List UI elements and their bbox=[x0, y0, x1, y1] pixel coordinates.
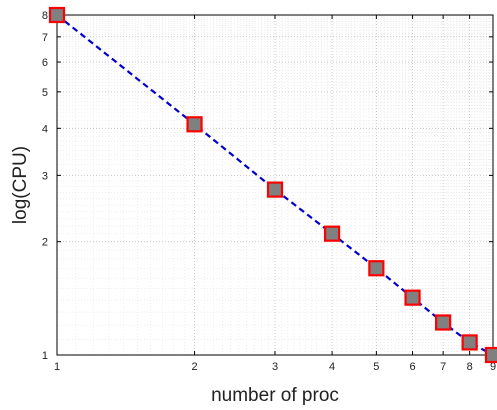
data-point-marker bbox=[461, 334, 478, 351]
y-tick-label: 7 bbox=[42, 32, 48, 44]
y-tick-label: 6 bbox=[42, 57, 48, 69]
y-tick-label: 5 bbox=[42, 87, 48, 99]
y-tick-label: 4 bbox=[42, 123, 48, 135]
y-axis-label: log(CPU) bbox=[10, 146, 31, 224]
data-point-marker bbox=[186, 116, 203, 133]
data-series bbox=[48, 6, 497, 364]
data-point-marker bbox=[266, 181, 284, 198]
x-tick-label: 2 bbox=[191, 361, 197, 373]
y-tick-label: 2 bbox=[42, 237, 48, 249]
x-tick-label: 7 bbox=[440, 361, 446, 373]
axis-ticks: 1 2 3 4 5 6 7 8 9 1 2 3 4 5 6 7 8 bbox=[42, 10, 496, 373]
x-tick-label: 6 bbox=[409, 361, 415, 373]
x-axis-label: number of proc bbox=[211, 385, 339, 406]
data-point-marker bbox=[435, 314, 452, 331]
x-tick-label: 9 bbox=[490, 361, 496, 373]
x-tick-label: 4 bbox=[329, 361, 335, 373]
y-tick-label: 3 bbox=[42, 170, 48, 182]
x-tick-label: 3 bbox=[272, 361, 278, 373]
data-point-marker bbox=[323, 225, 341, 242]
y-tick-label: 8 bbox=[42, 10, 48, 22]
data-point-marker bbox=[368, 260, 385, 277]
data-point-marker bbox=[404, 289, 421, 306]
x-tick-label: 1 bbox=[54, 361, 60, 373]
data-point-marker bbox=[484, 346, 497, 364]
data-point-marker bbox=[48, 6, 66, 24]
x-tick-label: 5 bbox=[373, 361, 379, 373]
y-tick-label: 1 bbox=[42, 350, 48, 362]
series-line bbox=[56, 14, 494, 356]
x-tick-label: 8 bbox=[467, 361, 473, 373]
